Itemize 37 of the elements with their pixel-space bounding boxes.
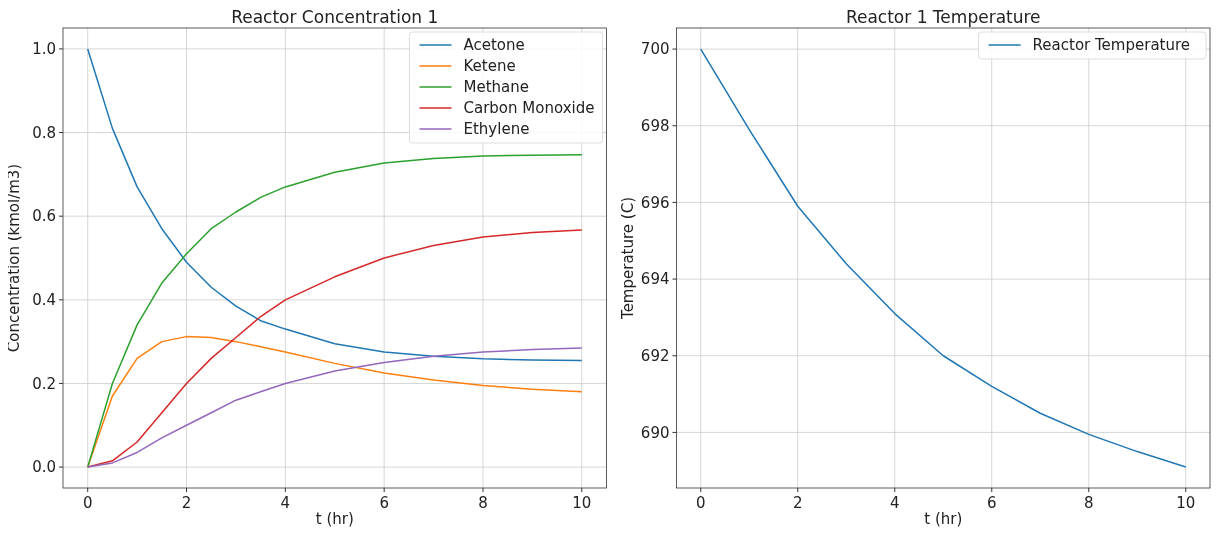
- x-tick-label: 0: [695, 494, 706, 512]
- y-tick-label: 700: [640, 40, 670, 59]
- legend-label: Methane: [463, 78, 529, 97]
- x-tick-label: 8: [478, 494, 488, 512]
- chart-title: Reactor Concentration 1: [231, 7, 439, 27]
- x-axis-title: t (hr): [315, 510, 354, 528]
- x-tick-label: 8: [1083, 494, 1094, 512]
- y-tick-label: 696: [640, 193, 670, 212]
- legend-label: Reactor Temperature: [1032, 36, 1191, 55]
- y-tick-label: 0.0: [32, 458, 56, 477]
- x-tick-label: 2: [792, 494, 803, 512]
- x-tick-label: 0: [82, 494, 93, 512]
- y-tick-label: 692: [640, 347, 670, 365]
- y-axis-title: Concentration (kmol/m3): [5, 163, 23, 353]
- chart-title: Reactor 1 Temperature: [845, 7, 1041, 27]
- legend-label: Acetone: [463, 36, 525, 55]
- y-tick-label: 0.2: [32, 374, 56, 393]
- x-tick-label: 2: [181, 494, 192, 512]
- y-tick-label: 694: [640, 270, 670, 289]
- y-tick-label: 0.8: [32, 123, 56, 142]
- x-tick-label: 6: [986, 494, 997, 512]
- x-tick-label: 6: [379, 494, 389, 512]
- x-tick-label: 10: [1176, 494, 1196, 512]
- y-axis-title: Temperature (C): [618, 197, 637, 320]
- x-tick-label: 10: [572, 494, 592, 512]
- x-tick-label: 4: [889, 494, 900, 512]
- legend-label: Ethylene: [463, 120, 530, 139]
- x-tick-label: 4: [280, 494, 291, 512]
- y-tick-label: 0.4: [32, 291, 56, 310]
- legend-label: Carbon Monoxide: [463, 99, 595, 118]
- x-axis-title: t (hr): [924, 510, 963, 528]
- y-tick-label: 0.6: [32, 207, 56, 226]
- legend-label: Ketene: [463, 57, 516, 76]
- line-series: [86, 153, 583, 468]
- y-tick-label: 698: [640, 117, 670, 135]
- y-tick-label: 690: [640, 423, 670, 442]
- y-tick-label: 1.0: [32, 40, 56, 59]
